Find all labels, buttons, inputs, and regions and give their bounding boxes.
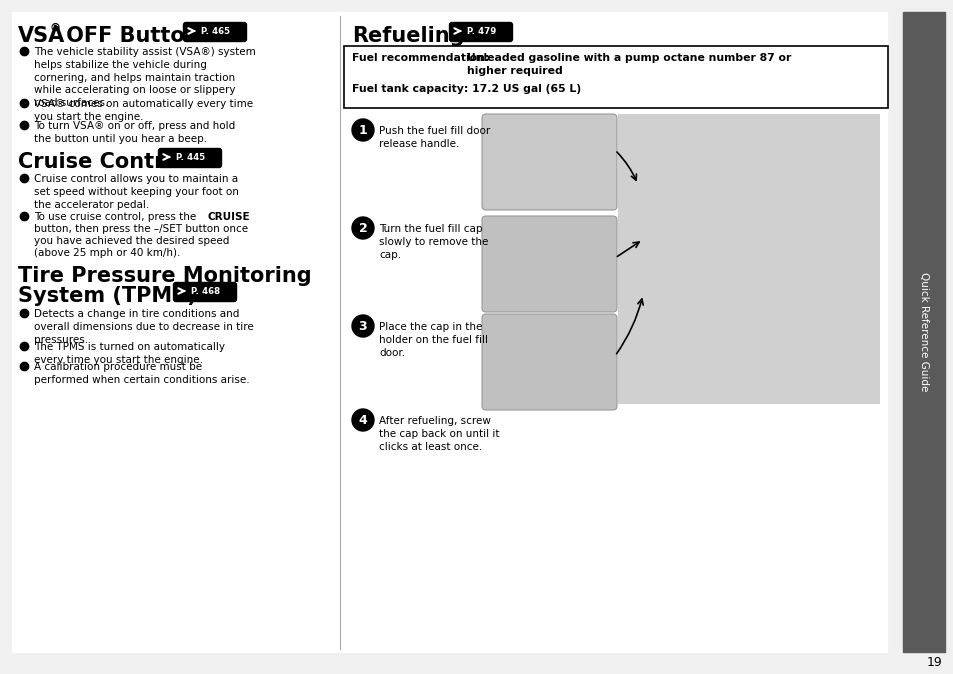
Text: P. 465: P. 465 (201, 26, 230, 36)
Text: 3: 3 (358, 319, 367, 332)
Text: 4: 4 (358, 414, 367, 427)
FancyBboxPatch shape (449, 22, 512, 42)
Text: Refueling: Refueling (352, 26, 464, 46)
Text: Turn the fuel fill cap
slowly to remove the
cap.: Turn the fuel fill cap slowly to remove … (378, 224, 488, 259)
Text: 19: 19 (926, 656, 942, 669)
FancyBboxPatch shape (618, 114, 879, 404)
Text: Push the fuel fill door
release handle.: Push the fuel fill door release handle. (378, 126, 490, 149)
Text: Fuel recommendation:: Fuel recommendation: (352, 53, 489, 63)
Text: CRUISE: CRUISE (208, 212, 251, 222)
Text: P. 445: P. 445 (175, 152, 205, 162)
Text: 2: 2 (358, 222, 367, 235)
Text: you have achieved the desired speed: you have achieved the desired speed (34, 236, 229, 246)
Text: To use cruise control, press the: To use cruise control, press the (34, 212, 199, 222)
Text: Tire Pressure Monitoring: Tire Pressure Monitoring (18, 266, 312, 286)
Text: After refueling, screw
the cap back on until it
clicks at least once.: After refueling, screw the cap back on u… (378, 416, 499, 452)
FancyBboxPatch shape (481, 216, 617, 312)
Text: Cruise control allows you to maintain a
set speed without keeping your foot on
t: Cruise control allows you to maintain a … (34, 174, 238, 210)
Circle shape (352, 315, 374, 337)
Text: The vehicle stability assist (VSA®) system
helps stabilize the vehicle during
co: The vehicle stability assist (VSA®) syst… (34, 47, 255, 109)
Text: Fuel tank capacity: 17.2 US gal (65 L): Fuel tank capacity: 17.2 US gal (65 L) (352, 84, 580, 94)
FancyBboxPatch shape (481, 314, 617, 410)
FancyBboxPatch shape (158, 148, 221, 168)
Text: P. 479: P. 479 (467, 26, 496, 36)
Text: button, then press the –/SET button once: button, then press the –/SET button once (34, 224, 248, 234)
Circle shape (352, 409, 374, 431)
Text: System (TPMS): System (TPMS) (18, 286, 196, 306)
Bar (902, 12, 944, 652)
Text: To turn VSA® on or off, press and hold
the button until you hear a beep.: To turn VSA® on or off, press and hold t… (34, 121, 235, 144)
FancyBboxPatch shape (183, 22, 246, 42)
Text: OFF Button: OFF Button (59, 26, 199, 46)
Text: P. 468: P. 468 (191, 286, 220, 295)
Circle shape (352, 119, 374, 141)
Text: (above 25 mph or 40 km/h).: (above 25 mph or 40 km/h). (34, 248, 180, 258)
Text: Detects a change in tire conditions and
overall dimensions due to decrease in ti: Detects a change in tire conditions and … (34, 309, 253, 344)
Text: Quick Reference Guide: Quick Reference Guide (918, 272, 928, 392)
Bar (344, 46, 887, 108)
FancyBboxPatch shape (481, 114, 617, 210)
Text: higher required: higher required (467, 66, 562, 76)
Text: VSA® comes on automatically every time
you start the engine.: VSA® comes on automatically every time y… (34, 99, 253, 122)
Text: Unleaded gasoline with a pump octane number 87 or: Unleaded gasoline with a pump octane num… (467, 53, 791, 63)
Text: Place the cap in the
holder on the fuel fill
door.: Place the cap in the holder on the fuel … (378, 322, 488, 358)
Text: ®: ® (50, 23, 61, 33)
Text: Cruise Control: Cruise Control (18, 152, 186, 172)
Text: The TPMS is turned on automatically
every time you start the engine.: The TPMS is turned on automatically ever… (34, 342, 225, 365)
Text: A calibration procedure must be
performed when certain conditions arise.: A calibration procedure must be performe… (34, 362, 250, 385)
Circle shape (352, 217, 374, 239)
Text: 1: 1 (358, 123, 367, 137)
FancyBboxPatch shape (173, 282, 236, 301)
Text: VSA: VSA (18, 26, 65, 46)
